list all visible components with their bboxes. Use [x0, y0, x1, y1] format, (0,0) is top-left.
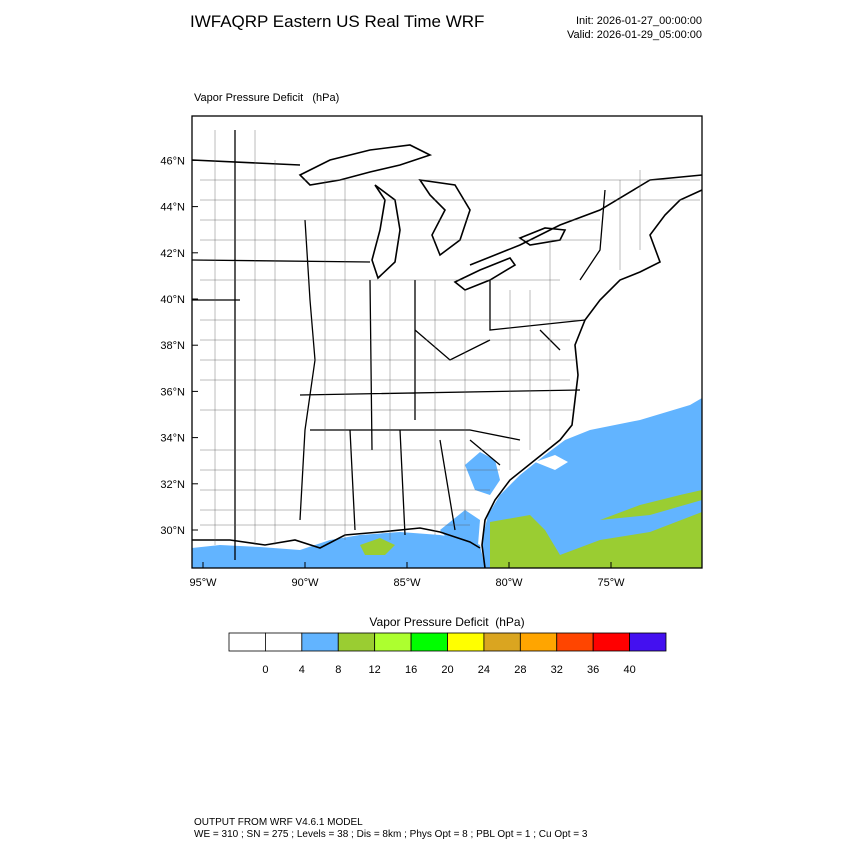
- colorbar-title: Vapor Pressure Deficit (hPa): [369, 615, 524, 629]
- lake-michigan: [371, 184, 401, 280]
- colorbar-label: 28: [514, 664, 526, 676]
- colorbar-box: [337, 632, 376, 652]
- colorbar-label: 20: [441, 664, 453, 676]
- colorbar-box: [447, 632, 485, 652]
- colorbar-label: 8: [335, 664, 341, 676]
- county-lines: [200, 130, 700, 545]
- vpd-shading: [490, 512, 702, 568]
- footer-line: OUTPUT FROM WRF V4.6.1 MODEL: [194, 817, 363, 828]
- lon-label: 75°W: [597, 577, 625, 589]
- vpd-shading: [440, 510, 480, 548]
- colorbar-box: [228, 632, 266, 652]
- colorbar-box: [301, 632, 339, 652]
- colorbar-box: [592, 632, 630, 652]
- colorbar-label: 36: [587, 664, 599, 676]
- lat-label: 32°N: [160, 479, 185, 491]
- colorbar-label: 32: [551, 664, 563, 676]
- valid-time: Valid: 2026-01-29_05:00:00: [567, 29, 702, 41]
- coastline: [481, 189, 703, 569]
- colorbar-box: [483, 632, 521, 652]
- footer-line: WE = 310 ; SN = 275 ; Levels = 38 ; Dis …: [194, 829, 588, 840]
- vpd-shading: [600, 490, 702, 520]
- map-frame: [191, 115, 703, 569]
- lat-label: 34°N: [160, 433, 185, 445]
- lat-label: 42°N: [160, 248, 185, 260]
- intl-border: [191, 159, 703, 266]
- map: [191, 115, 703, 569]
- vpd-shading: [192, 532, 485, 568]
- lon-label: 95°W: [189, 577, 217, 589]
- colorbar-box: [374, 632, 412, 652]
- lat-label: 40°N: [160, 294, 185, 306]
- field-label: Vapor Pressure Deficit (hPa): [194, 92, 339, 104]
- colorbar-box: [629, 632, 667, 652]
- colorbar-box: [556, 632, 594, 652]
- boundaries: [191, 130, 703, 569]
- colorbar-box: [410, 632, 448, 652]
- colorbar-label: 40: [623, 664, 635, 676]
- init-time: Init: 2026-01-27_00:00:00: [576, 15, 702, 27]
- colorbar-box: [265, 632, 303, 652]
- colorbar-label: 24: [478, 664, 490, 676]
- lat-label: 44°N: [160, 202, 185, 214]
- lon-label: 85°W: [393, 577, 421, 589]
- lon-label: 90°W: [291, 577, 319, 589]
- lat-label: 46°N: [160, 155, 185, 167]
- lat-label: 30°N: [160, 525, 185, 537]
- lon-label: 80°W: [495, 577, 523, 589]
- lat-label: 38°N: [160, 340, 185, 352]
- lake-ontario: [518, 227, 567, 246]
- colorbar: 0 4 8 12 16 20 24 28 32 36 40: [228, 632, 667, 676]
- title: IWFAQRP Eastern US Real Time WRF: [190, 12, 484, 31]
- vpd-shading: [360, 538, 395, 555]
- colorbar-label: 4: [299, 664, 305, 676]
- colorbar-box: [519, 632, 558, 652]
- colorbar-label: 12: [369, 664, 381, 676]
- vpd-shading: [465, 452, 500, 495]
- cloud-gap: [535, 455, 568, 470]
- colorbar-label: 16: [405, 664, 417, 676]
- lat-label: 36°N: [160, 386, 185, 398]
- axes: 46°N 44°N 42°N 40°N 38°N 36°N 34°N 32°N 30°N 95°W…: [160, 155, 625, 589]
- colorbar-label: 0: [262, 664, 268, 676]
